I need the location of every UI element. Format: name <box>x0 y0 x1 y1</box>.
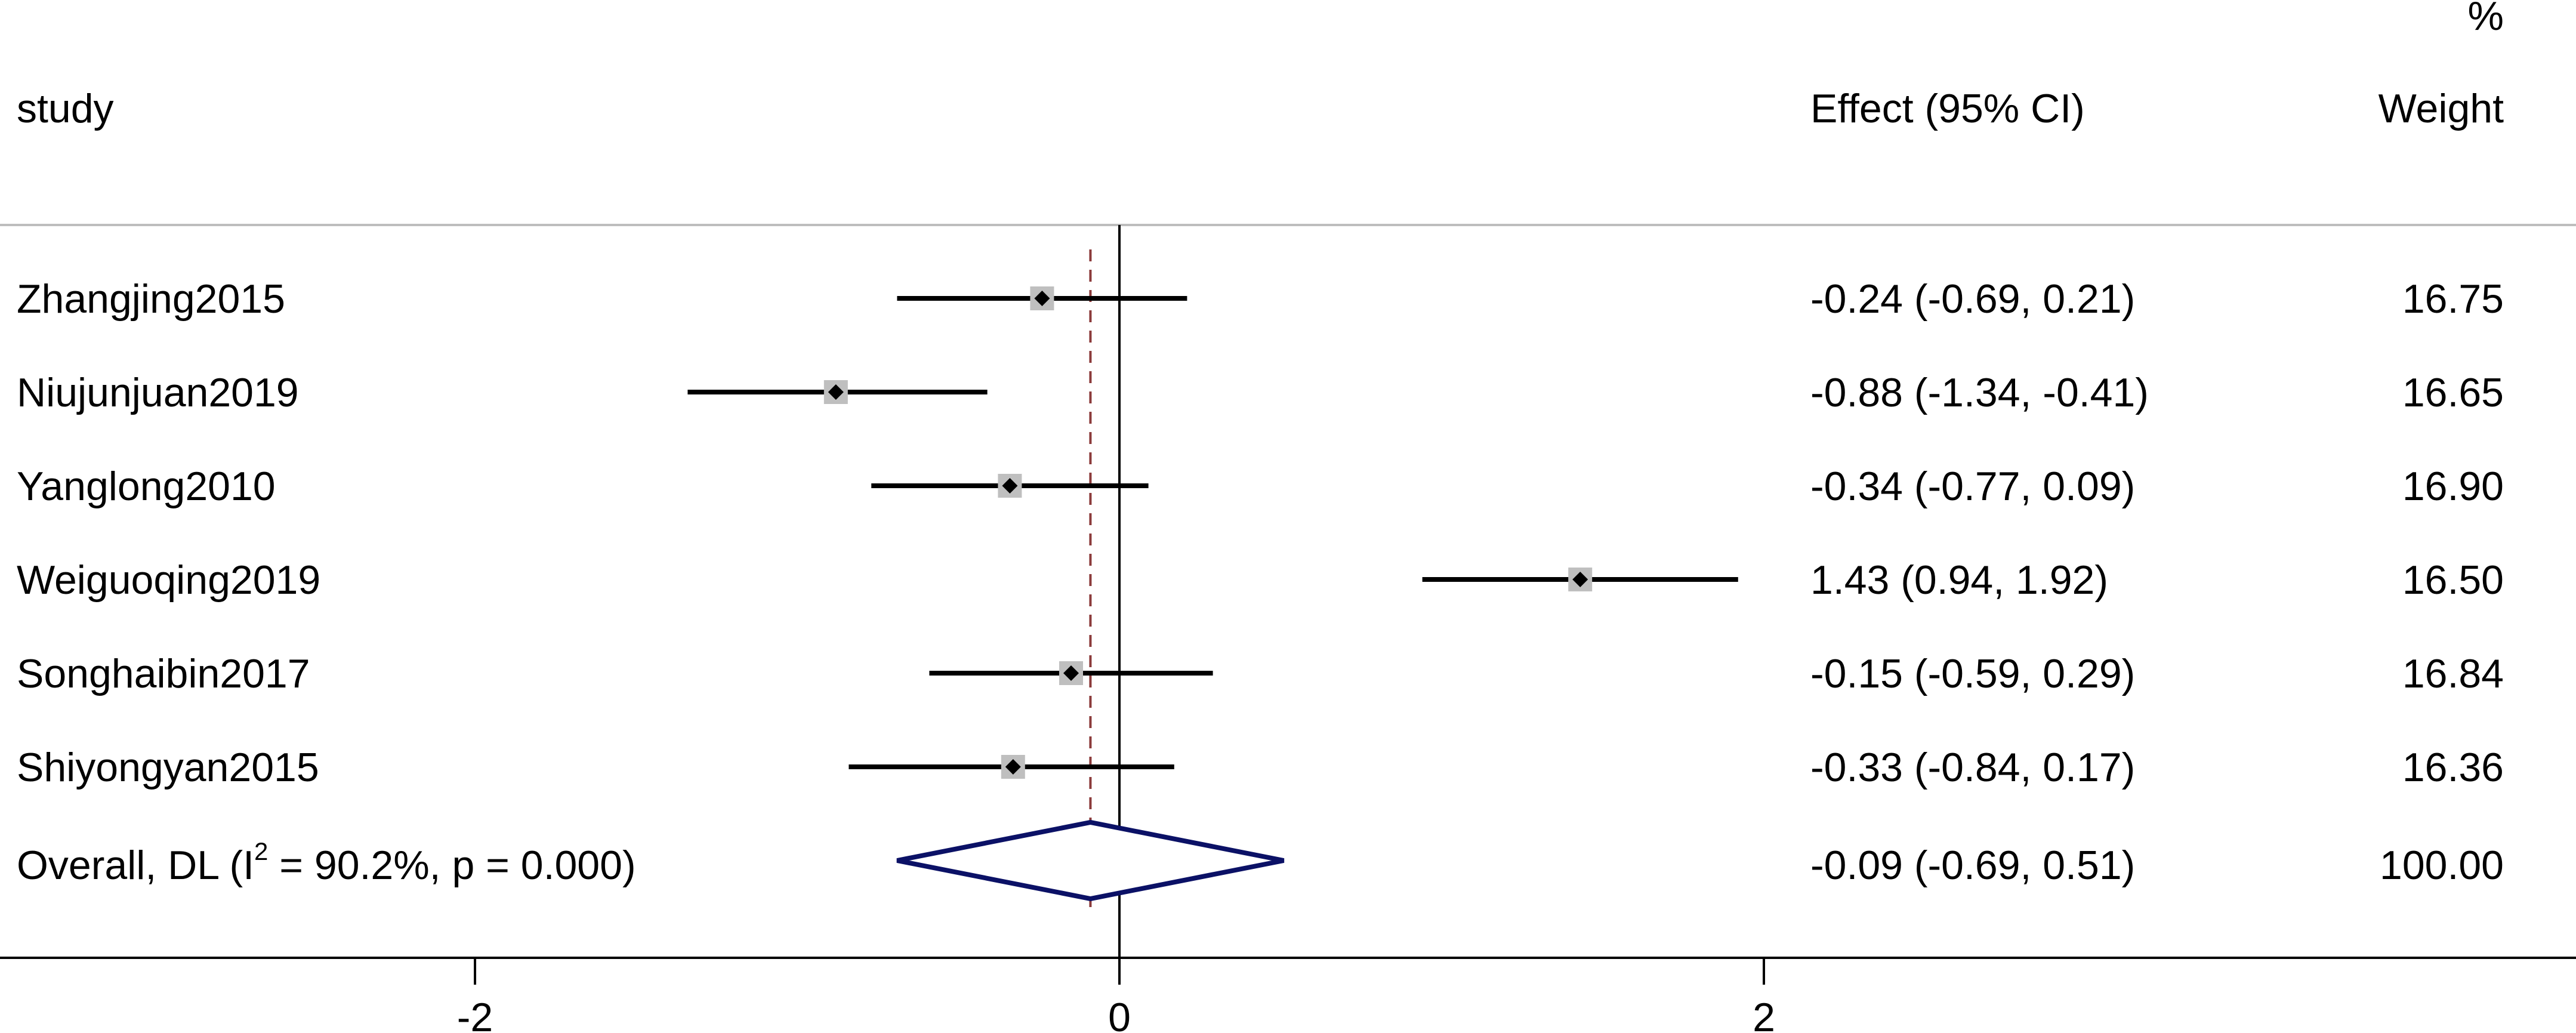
x-tick-label: 2 <box>1753 995 1775 1033</box>
overall-diamond <box>896 819 1285 902</box>
weight-text: 16.36 <box>2402 745 2504 790</box>
point-estimate <box>1034 291 1050 306</box>
study-name: Zhangjing2015 <box>17 276 285 322</box>
study-row: Shiyongyan2015 -0.33 (-0.84, 0.17) 16.36 <box>17 745 2504 790</box>
x-axis: -2 0 2 <box>0 957 2576 1033</box>
overall-label-prefix: Overall, DL (I <box>17 843 254 888</box>
point-estimate <box>1005 759 1021 775</box>
weight-text: 16.75 <box>2402 276 2504 322</box>
overall-effect-text: -0.09 (-0.69, 0.51) <box>1810 843 2135 888</box>
x-tick-label: -2 <box>457 995 493 1033</box>
weight-text: 16.84 <box>2402 651 2504 696</box>
study-name: Niujunjuan2019 <box>17 370 299 415</box>
overall-label-suffix: = 90.2%, p = 0.000) <box>268 843 635 888</box>
point-estimate <box>1002 478 1018 494</box>
study-name: Songhaibin2017 <box>17 651 310 696</box>
study-row: Yanglong2010 -0.34 (-0.77, 0.09) 16.90 <box>17 464 2504 509</box>
effect-text: -0.24 (-0.69, 0.21) <box>1810 276 2135 322</box>
effect-text: -0.33 (-0.84, 0.17) <box>1810 745 2135 790</box>
overall-row: Overall, DL (I2 = 90.2%, p = 0.000) -0.0… <box>17 819 2504 902</box>
point-estimate <box>1572 572 1588 587</box>
weight-text: 16.65 <box>2402 370 2504 415</box>
overall-weight-text: 100.00 <box>2380 843 2504 888</box>
weight-column-header: Weight <box>2378 86 2504 131</box>
point-estimate <box>828 384 844 400</box>
study-row: Weiguoqing2019 1.43 (0.94, 1.92) 16.50 <box>17 557 2504 603</box>
study-name: Yanglong2010 <box>17 464 276 509</box>
study-row: Songhaibin2017 -0.15 (-0.59, 0.29) 16.84 <box>17 651 2504 696</box>
study-name: Weiguoqing2019 <box>17 557 320 603</box>
effect-text: -0.15 (-0.59, 0.29) <box>1810 651 2135 696</box>
overall-label: Overall, DL (I2 = 90.2%, p = 0.000) <box>17 837 636 888</box>
effect-column-header: Effect (95% CI) <box>1810 86 2085 131</box>
study-row: Niujunjuan2019 -0.88 (-1.34, -0.41) 16.65 <box>17 370 2504 415</box>
x-tick-label: 0 <box>1108 995 1131 1033</box>
weight-text: 16.50 <box>2402 557 2504 603</box>
overall-label-superscript: 2 <box>254 837 268 865</box>
point-estimate <box>1063 665 1079 681</box>
header: study Effect (95% CI) % Weight <box>17 0 2504 131</box>
study-name: Shiyongyan2015 <box>17 745 319 790</box>
effect-text: 1.43 (0.94, 1.92) <box>1810 557 2108 603</box>
weight-column-header-percent: % <box>2468 0 2504 39</box>
weight-text: 16.90 <box>2402 464 2504 509</box>
study-rows: Zhangjing2015 -0.24 (-0.69, 0.21) 16.75 Niu… <box>17 276 2504 790</box>
effect-text: -0.34 (-0.77, 0.09) <box>1810 464 2135 509</box>
study-column-header: study <box>17 86 114 131</box>
study-row: Zhangjing2015 -0.24 (-0.69, 0.21) 16.75 <box>17 276 2504 322</box>
effect-text: -0.88 (-1.34, -0.41) <box>1810 370 2149 415</box>
